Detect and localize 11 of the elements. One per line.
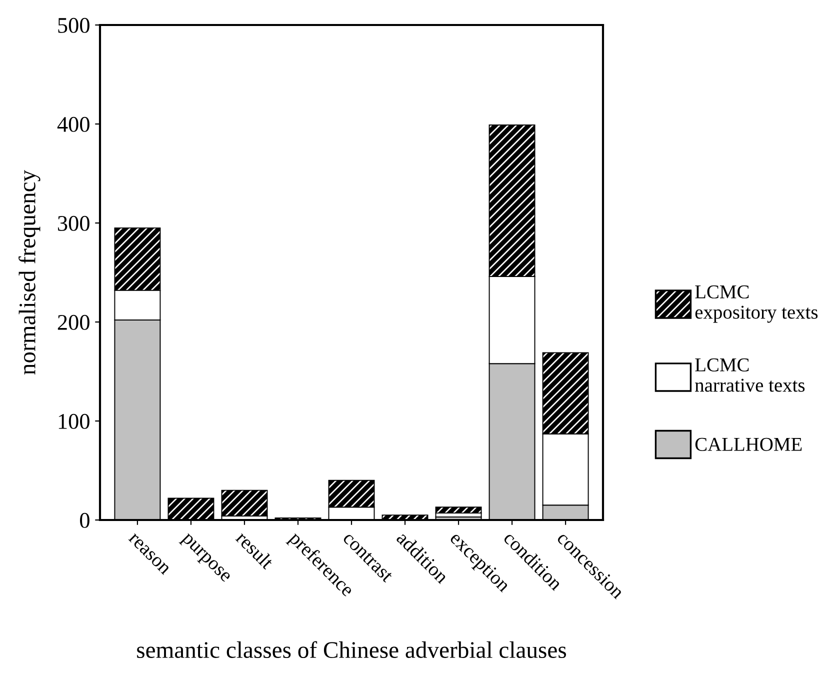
x-axis-title: semantic classes of Chinese adverbial clauses bbox=[137, 641, 566, 658]
legend-label: LCMC narrative texts bbox=[695, 358, 805, 392]
y-tick-label: 0 bbox=[80, 512, 90, 528]
y-tick-label: 300 bbox=[58, 216, 90, 231]
y-tick-label: 400 bbox=[57, 116, 90, 132]
y-tick-label: 200 bbox=[58, 314, 90, 330]
legend-label: LCMC expository texts bbox=[695, 285, 818, 323]
y-tick-label: 500 bbox=[58, 18, 90, 33]
y-tick-label: 100 bbox=[58, 414, 90, 429]
legend-label: CALLHOME bbox=[695, 438, 802, 451]
y-axis-title: normalised frequency bbox=[18, 170, 40, 375]
